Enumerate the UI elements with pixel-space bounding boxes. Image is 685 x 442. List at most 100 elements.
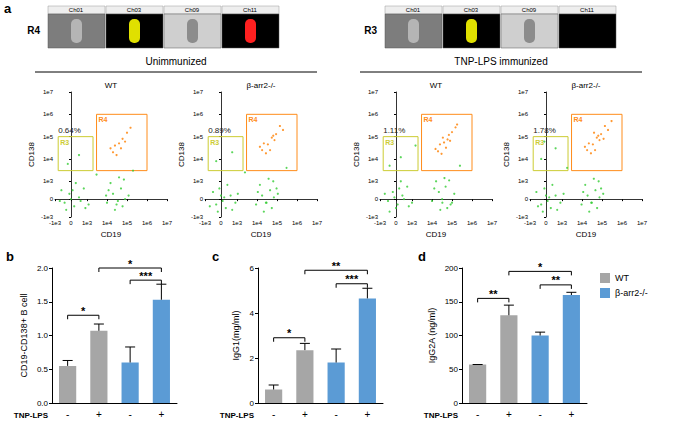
svg-text:4: 4 [250,309,255,318]
svg-text:2: 2 [250,354,255,363]
svg-text:0: 0 [219,220,223,226]
svg-text:WT: WT [105,81,118,90]
svg-text:+: + [158,409,164,420]
svg-text:R4: R4 [249,116,258,123]
svg-text:1e5: 1e5 [193,134,204,140]
svg-text:1e5: 1e5 [122,220,133,226]
svg-text:1e4: 1e4 [252,220,263,226]
svg-text:Ch09: Ch09 [522,7,537,13]
svg-text:-1e3: -1e3 [199,220,212,226]
svg-text:IgG2A (ng/ml): IgG2A (ng/ml) [427,308,437,364]
svg-text:0.5: 0.5 [37,365,49,374]
svg-text:1e3: 1e3 [82,220,93,226]
svg-text:R4: R4 [99,116,108,123]
svg-text:β-arr2-/-: β-arr2-/- [571,81,600,90]
svg-text:R3: R3 [364,25,377,36]
svg-text:*: * [538,261,543,273]
svg-text:CD138: CD138 [177,142,186,167]
svg-text:-: - [538,409,541,420]
svg-text:0: 0 [544,220,548,226]
svg-text:β-arr2-/-: β-arr2-/- [246,81,275,90]
svg-text:Ch01: Ch01 [406,7,421,13]
svg-text:1e7: 1e7 [487,220,498,226]
svg-text:***: *** [139,270,153,282]
svg-text:1e3: 1e3 [193,178,204,184]
svg-text:R3: R3 [385,139,394,146]
svg-text:1e6: 1e6 [142,220,153,226]
svg-text:1e4: 1e4 [427,220,438,226]
svg-text:CD19: CD19 [426,230,447,239]
svg-text:R4: R4 [574,116,583,123]
svg-text:0.0: 0.0 [37,399,49,408]
svg-text:*: * [128,258,133,270]
svg-text:b: b [6,249,14,264]
svg-text:Ch09: Ch09 [185,7,200,13]
svg-text:R4: R4 [27,25,40,36]
svg-text:1.11%: 1.11% [383,126,405,135]
svg-text:+: + [506,409,512,420]
svg-text:β-arr2-/-: β-arr2-/- [615,288,648,298]
svg-text:1e7: 1e7 [193,89,204,95]
svg-text:CD19: CD19 [251,230,272,239]
svg-text:-: - [272,409,275,420]
svg-text:*: * [287,327,292,339]
svg-text:Ch03: Ch03 [127,7,142,13]
svg-text:1e7: 1e7 [43,89,54,95]
svg-text:c: c [212,249,219,264]
svg-text:CD19: CD19 [576,230,597,239]
svg-text:0: 0 [50,196,54,202]
svg-text:**: ** [489,288,498,300]
svg-text:1e3: 1e3 [368,178,379,184]
svg-text:1e6: 1e6 [518,111,529,117]
svg-text:1e7: 1e7 [518,89,529,95]
svg-text:1e7: 1e7 [368,89,379,95]
svg-text:1e7: 1e7 [162,220,173,226]
svg-text:-1e3: -1e3 [49,220,62,226]
svg-text:-1e3: -1e3 [524,220,537,226]
svg-text:1e6: 1e6 [368,111,379,117]
svg-text:1e6: 1e6 [193,111,204,117]
svg-text:+: + [302,409,308,420]
svg-text:150: 150 [445,297,459,306]
svg-text:2.0: 2.0 [37,264,49,273]
svg-text:1e4: 1e4 [43,156,54,162]
svg-text:d: d [418,249,426,264]
svg-text:1e5: 1e5 [368,134,379,140]
svg-text:Ch11: Ch11 [243,7,258,13]
svg-text:Unimmunized: Unimmunized [145,56,206,67]
svg-text:0: 0 [250,399,255,408]
svg-text:CD138: CD138 [502,142,511,167]
svg-text:0: 0 [454,399,459,408]
svg-text:1e6: 1e6 [617,220,628,226]
svg-text:1e3: 1e3 [43,178,54,184]
svg-text:1e4: 1e4 [193,156,204,162]
svg-text:IgG1(mg/ml): IgG1(mg/ml) [231,310,241,360]
svg-text:***: *** [345,273,359,285]
svg-text:1e5: 1e5 [518,134,529,140]
svg-text:TNP-LPS: TNP-LPS [14,411,49,420]
svg-text:1e5: 1e5 [43,134,54,140]
svg-text:0: 0 [525,196,529,202]
svg-text:**: ** [332,260,341,272]
svg-text:-: - [476,409,479,420]
svg-text:0.89%: 0.89% [208,126,231,135]
svg-text:200: 200 [445,264,459,273]
svg-text:-: - [334,409,337,420]
svg-text:CD19-CD138+ B cell: CD19-CD138+ B cell [19,294,29,378]
svg-text:100: 100 [445,331,459,340]
svg-text:1e4: 1e4 [577,220,588,226]
svg-text:a: a [4,1,12,16]
svg-text:Ch11: Ch11 [580,7,595,13]
svg-text:0: 0 [69,220,73,226]
svg-text:6: 6 [250,264,255,273]
svg-text:1e3: 1e3 [518,178,529,184]
svg-text:-: - [66,409,69,420]
svg-text:1e7: 1e7 [637,220,648,226]
svg-text:Ch01: Ch01 [69,7,84,13]
svg-text:1e5: 1e5 [597,220,608,226]
svg-text:0: 0 [200,196,204,202]
svg-text:1.78%: 1.78% [533,126,556,135]
svg-text:CD138: CD138 [27,142,36,167]
svg-text:WT: WT [430,81,443,90]
svg-text:+: + [96,409,102,420]
